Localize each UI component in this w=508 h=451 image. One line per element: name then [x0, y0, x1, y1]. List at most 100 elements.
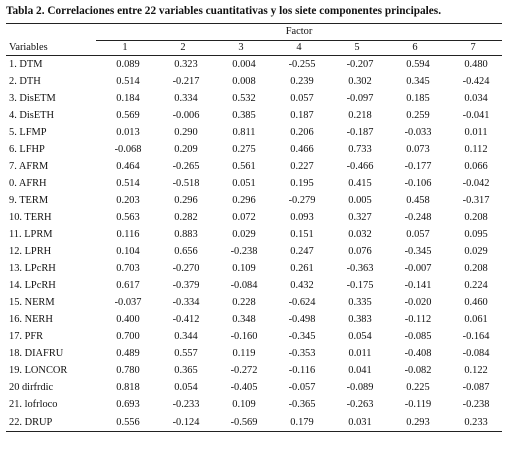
correlation-value: -0.353 [288, 348, 316, 360]
variable-label: 18. DIAFRU [9, 348, 64, 360]
correlation-value: -0.466 [346, 160, 374, 172]
correlation-value: 0.051 [232, 177, 256, 189]
table-row: 19. LONCOR 0.780 0.365 -0.272 -0.116 0.041 -0.… [6, 363, 502, 380]
column-header-6: 6 [386, 40, 444, 56]
column-header-row: Variables 1 2 3 4 5 6 7 [6, 40, 503, 56]
correlation-value: -0.177 [404, 160, 432, 172]
correlation-value: -0.365 [288, 399, 316, 411]
correlation-value: -0.265 [172, 160, 200, 172]
correlation-value: 0.034 [464, 92, 488, 104]
table-row: 3. DisETM 0.184 0.334 0.532 0.057 -0.097 0.185… [6, 90, 502, 107]
correlation-value: -0.087 [462, 382, 490, 394]
correlation-value: -0.279 [288, 194, 316, 206]
correlation-value: 0.122 [464, 365, 488, 377]
correlation-value: 0.104 [116, 246, 140, 258]
correlation-value: 0.617 [116, 280, 140, 292]
correlation-value: -0.141 [404, 280, 432, 292]
correlation-value: 0.466 [290, 143, 314, 155]
correlation-value: 0.195 [290, 177, 314, 189]
correlation-value: 0.290 [174, 126, 198, 138]
correlation-value: -0.233 [172, 399, 200, 411]
variable-label: 13. LPcRH [9, 263, 56, 275]
correlation-value: -0.408 [404, 348, 432, 360]
table-row: 14. LPcRH 0.617 -0.379 -0.084 0.432 -0.175 -0.… [6, 278, 502, 295]
correlation-value: 0.569 [116, 109, 140, 121]
correlation-value: -0.217 [172, 75, 200, 87]
correlation-value: -0.498 [288, 314, 316, 326]
correlation-value: -0.334 [172, 297, 200, 309]
correlation-value: -0.037 [114, 297, 142, 309]
correlation-value: 0.489 [116, 348, 140, 360]
correlation-value: 0.345 [406, 75, 430, 87]
correlation-value: 0.008 [232, 75, 256, 87]
correlation-value: 0.032 [348, 228, 372, 240]
correlation-value: -0.624 [288, 297, 316, 309]
correlation-value: 0.556 [96, 413, 154, 433]
variable-label: 12. LPRH [9, 246, 52, 258]
correlation-value: 0.179 [270, 413, 328, 433]
correlation-value: 0.415 [348, 177, 372, 189]
correlation-value: 0.261 [290, 263, 314, 275]
correlation-value: 0.557 [174, 348, 198, 360]
correlation-value: -0.106 [404, 177, 432, 189]
correlation-value: -0.041 [462, 109, 490, 121]
correlation-value: -0.084 [462, 348, 490, 360]
factor-header: Factor [96, 23, 503, 41]
correlation-value: 0.057 [290, 92, 314, 104]
correlation-value: 0.532 [232, 92, 256, 104]
correlation-value: -0.164 [462, 331, 490, 343]
correlation-value: 0.225 [406, 382, 430, 394]
correlation-value: 0.004 [232, 58, 256, 70]
correlation-value: 0.594 [406, 58, 430, 70]
correlation-value: -0.569 [212, 413, 270, 433]
correlation-value: 0.432 [290, 280, 314, 292]
factor-header-row: Factor [6, 23, 503, 41]
table-row: 12. LPRH 0.104 0.656 -0.238 0.247 0.076 -0.345… [6, 244, 502, 261]
correlation-value: -0.272 [230, 365, 258, 377]
variable-label: 14. LPcRH [9, 280, 56, 292]
correlation-value: -0.112 [404, 314, 432, 326]
correlation-value: 0.818 [116, 382, 140, 394]
correlation-value: 0.054 [348, 331, 372, 343]
table-row: 10. TERH 0.563 0.282 0.072 0.093 0.327 -0.248 0… [6, 209, 502, 226]
correlation-value: 0.656 [174, 246, 198, 258]
correlation-value: 0.296 [232, 194, 256, 206]
correlation-value: -0.042 [462, 177, 490, 189]
correlation-value: 0.112 [464, 143, 488, 155]
correlation-value: -0.119 [404, 399, 432, 411]
correlation-value: 0.460 [464, 297, 488, 309]
column-header-3: 3 [212, 40, 270, 56]
correlation-value: 0.066 [464, 160, 488, 172]
correlation-value: 0.365 [174, 365, 198, 377]
table-row: 16. NERH 0.400 -0.412 0.348 -0.498 0.383 -0.11… [6, 312, 502, 329]
correlation-value: 0.480 [464, 58, 488, 70]
table-row: 21. lofrloco 0.693 -0.233 0.109 -0.365 -0.263… [6, 397, 502, 414]
correlation-value: -0.187 [346, 126, 374, 138]
correlation-value: 0.233 [444, 413, 503, 433]
variable-label: 19. LONCOR [9, 365, 68, 377]
table-row: 11. LPRM 0.116 0.883 0.029 0.151 0.032 0.057 0.… [6, 226, 502, 243]
correlation-value: -0.363 [346, 263, 374, 275]
correlation-value: 0.011 [464, 126, 488, 138]
variable-label: 1. DTM [9, 58, 43, 70]
correlation-value: 0.400 [116, 314, 140, 326]
correlation-value: -0.082 [404, 365, 432, 377]
correlation-value: 0.282 [174, 211, 198, 223]
table-row: 15. NERM -0.037 -0.334 0.228 -0.624 0.335 -0.0… [6, 295, 502, 312]
column-header-7: 7 [444, 40, 503, 56]
correlation-value: 0.228 [232, 297, 256, 309]
correlation-value: -0.175 [346, 280, 374, 292]
correlation-value: -0.270 [172, 263, 200, 275]
variable-label: 10. TERH [9, 211, 52, 223]
table-row: 1. DTM 0.089 0.323 0.004 -0.255 -0.207 0.594 0.… [6, 56, 502, 74]
table-row: 6. LFHP -0.068 0.209 0.275 0.466 0.733 0.073 0.… [6, 141, 502, 158]
correlation-value: 0.093 [290, 211, 314, 223]
variable-label: 0. AFRH [9, 177, 47, 189]
correlation-value: 0.239 [290, 75, 314, 87]
correlation-value: 0.095 [464, 228, 488, 240]
correlation-value: 0.072 [232, 211, 256, 223]
correlation-value: 0.323 [174, 58, 198, 70]
correlation-value: -0.033 [404, 126, 432, 138]
correlation-value: -0.007 [404, 263, 432, 275]
